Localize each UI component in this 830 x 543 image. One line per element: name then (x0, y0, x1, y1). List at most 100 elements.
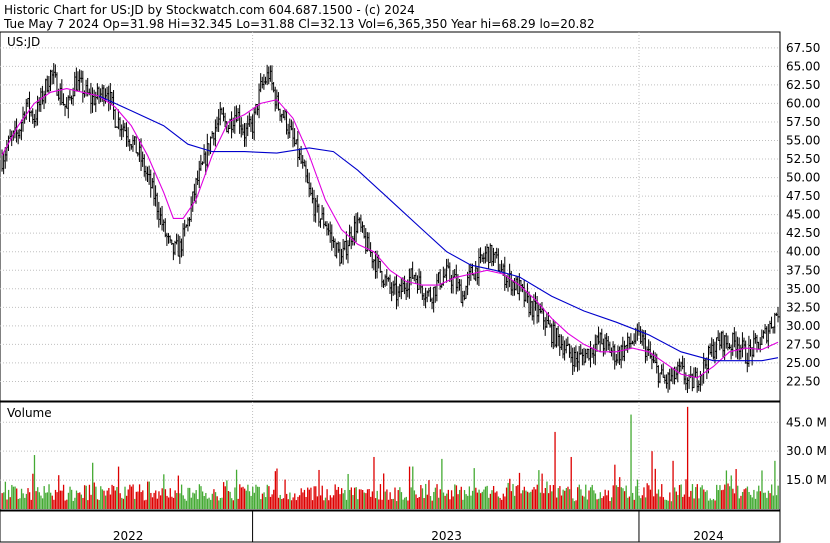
volume-bar (572, 498, 574, 509)
volume-bar (155, 490, 157, 509)
volume-bar (268, 486, 270, 509)
volume-grid (0, 402, 780, 510)
price-tick-label: 45.00 (786, 208, 820, 222)
volume-bar (121, 497, 123, 509)
volume-bar (28, 492, 31, 509)
volume-bar (119, 493, 121, 509)
volume-bar (365, 493, 367, 509)
volume-bar (33, 455, 36, 509)
price-tick-label: 55.00 (786, 134, 820, 148)
volume-bar (484, 486, 487, 509)
volume-bar (135, 491, 137, 509)
volume-bar (303, 489, 306, 509)
volume-bar (389, 492, 391, 509)
volume-bar (732, 488, 734, 509)
volume-bar (310, 487, 312, 509)
volume-bar (661, 484, 663, 509)
moving-average-long-line (98, 95, 779, 362)
volume-bar (108, 487, 110, 509)
volume-bar (74, 497, 76, 509)
volume-title: Volume (7, 406, 52, 420)
volume-bar (358, 489, 361, 509)
volume-bar (428, 480, 430, 509)
volume-bar (740, 495, 742, 509)
volume-bar (22, 493, 24, 509)
volume-bar (311, 500, 314, 509)
volume-bar (357, 499, 359, 509)
volume-bar (3, 492, 5, 509)
volume-bar (114, 490, 116, 509)
volume-bar (195, 490, 197, 509)
volume-bar (132, 484, 134, 509)
volume-bar (504, 496, 506, 509)
volume-bar (344, 489, 346, 509)
volume-bar (321, 485, 323, 509)
volume-bar (323, 500, 325, 509)
volume-bar (764, 492, 766, 509)
volume-bar (109, 494, 112, 509)
volume-bar (187, 487, 189, 509)
volume-bar (234, 487, 236, 509)
volume-bar (675, 491, 677, 509)
volume-bar (522, 490, 524, 509)
price-tick-label: 37.50 (786, 263, 820, 277)
volume-bar (664, 499, 666, 509)
price-tick-label: 35.00 (786, 282, 820, 296)
volume-bar (203, 495, 205, 509)
volume-bar (373, 456, 375, 509)
volume-bar (531, 489, 534, 509)
volume-bar (179, 493, 181, 509)
volume-bar (577, 487, 579, 509)
price-tick-label: 52.50 (786, 152, 820, 166)
volume-bar (229, 491, 231, 509)
volume-bar (6, 499, 8, 509)
volume-bar (525, 490, 527, 509)
volume-bar (370, 496, 372, 509)
volume-bar (438, 497, 440, 509)
volume-bar (206, 498, 209, 509)
volume-bar (222, 482, 225, 509)
volume-bar (45, 492, 47, 509)
volume-bar (483, 489, 485, 509)
volume-bar (374, 498, 377, 509)
volume-bar (198, 484, 201, 509)
volume-bar (379, 484, 382, 509)
volume-bar (659, 496, 661, 509)
volume-bar (775, 495, 778, 509)
volume-bar (447, 489, 449, 509)
volume-bar (159, 495, 162, 509)
volume-bar (85, 485, 87, 509)
symbol-label: US:JD (7, 35, 40, 49)
volume-bar (282, 498, 285, 509)
volume-bar (604, 489, 606, 509)
volume-bar (19, 498, 21, 509)
volume-bar (688, 496, 690, 509)
volume-bar (64, 500, 66, 509)
price-tick-label: 40.00 (786, 245, 820, 259)
volume-bar (27, 488, 29, 509)
volume-bar (552, 484, 555, 509)
volume-bar (205, 492, 207, 509)
volume-bar (287, 499, 289, 509)
volume-bar (706, 490, 708, 509)
volume-bar (218, 500, 220, 509)
volume-bar (352, 495, 354, 509)
volume-bar (265, 497, 267, 509)
volume-bar (399, 487, 401, 509)
volume-bar (189, 487, 191, 509)
volume-bar (214, 492, 217, 509)
volume-bar (219, 498, 222, 509)
volume-bar (58, 475, 60, 509)
volume-bar (530, 491, 532, 509)
volume-bar (313, 486, 315, 509)
volume-bar (615, 485, 618, 509)
volume-bar (350, 487, 352, 509)
volume-bar (535, 489, 537, 509)
volume-bar (279, 494, 281, 509)
volume-bar (153, 492, 155, 509)
volume-bar (704, 491, 707, 509)
volume-bar (467, 495, 469, 509)
volume-bar (297, 496, 299, 509)
volume-bar (387, 499, 390, 509)
volume-bar (397, 490, 399, 509)
